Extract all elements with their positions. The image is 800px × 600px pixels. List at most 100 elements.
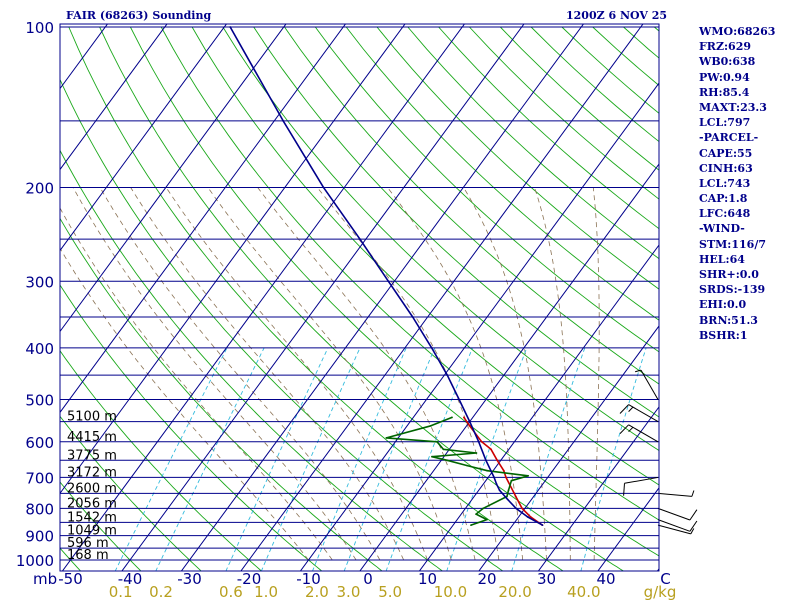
wind-barb-flag	[619, 404, 629, 414]
isotherm	[121, 24, 525, 571]
stat-item: EHI:0.0	[699, 298, 747, 312]
height-label: 596 m	[67, 536, 109, 551]
mixing-ratio-line	[155, 347, 265, 571]
mixing-ratio-line	[580, 347, 647, 571]
temperature-tick-label: -50	[58, 570, 83, 588]
series-point	[468, 420, 471, 423]
series-point	[458, 398, 461, 401]
height-label: 5100 m	[67, 410, 117, 425]
isotherm	[60, 24, 347, 414]
series-point	[496, 459, 499, 462]
stat-item: SHR+:0.0	[699, 268, 759, 281]
isotherm	[537, 406, 659, 571]
isotherm	[240, 24, 644, 571]
mixing-ratio-tick-label: 0.2	[149, 583, 173, 600]
mixing-ratio-tick-label: 40.0	[567, 583, 600, 600]
stat-item: STM:116/7	[699, 237, 766, 251]
wind-barb-half-flag	[634, 369, 642, 373]
pressure-tick-label: 700	[25, 469, 54, 487]
mixing-ratio-tick-label: 10.0	[434, 583, 467, 600]
moist-adiabat	[72, 187, 357, 561]
pressure-tick-label: 600	[25, 434, 54, 452]
wind-barb-staff	[624, 476, 659, 484]
series-point	[482, 507, 485, 510]
series-point	[502, 469, 505, 472]
dry-adiabat	[60, 415, 202, 571]
stat-item: WMO:68263	[699, 25, 776, 38]
isotherm	[60, 24, 168, 171]
dry-adiabat	[284, 26, 659, 385]
wind-barb-flag	[623, 483, 625, 496]
series-point	[359, 238, 361, 241]
pressure-tick-label: 500	[25, 392, 54, 410]
wind-barb-half-flag	[628, 406, 634, 412]
wind-barb-staff	[657, 492, 692, 497]
height-label: 1049 m	[67, 524, 117, 539]
series-point	[466, 464, 469, 467]
pressure-tick-label: 900	[25, 528, 54, 546]
height-label: 168 m	[67, 548, 109, 563]
height-label: 2600 m	[67, 481, 117, 496]
stat-item: MAXT:23.3	[699, 100, 767, 114]
pressure-unit-label: mb	[33, 570, 57, 588]
dry-adiabat	[314, 26, 659, 353]
pressure-tick-label: 100	[25, 19, 54, 37]
dry-adiabat	[60, 284, 323, 571]
series-point	[430, 347, 433, 349]
temperature-tick-label: -30	[177, 570, 202, 588]
series-point	[451, 416, 453, 419]
dry-adiabat	[345, 26, 659, 321]
dry-adiabat	[68, 26, 564, 571]
mixing-ratio-tick-label: 0.6	[219, 583, 243, 600]
series-point	[486, 469, 489, 472]
wind-barb-half-flag	[628, 426, 634, 433]
pressure-tick-label: 1000	[16, 552, 54, 570]
dry-adiabat	[222, 26, 659, 452]
stats-panel: WMO:68263 FRZ:629 WB0:638 PW:0.94 RH:85.4 MAX…	[699, 24, 775, 343]
dry-adiabat	[253, 26, 659, 418]
dry-adiabat	[376, 26, 659, 290]
temperature-tick-label: 40	[596, 570, 615, 588]
wind-barb	[657, 507, 698, 521]
series-point	[431, 455, 433, 458]
stat-item: HEL:64	[699, 252, 745, 266]
pressure-tick-label: 300	[25, 273, 54, 291]
mixing-ratio-unit-label: g/kg	[644, 583, 677, 600]
mixing-ratio-line	[446, 347, 528, 571]
stat-item: CAPE:55	[699, 146, 753, 160]
dry-adiabat	[60, 481, 142, 571]
isotherm	[60, 24, 287, 333]
isotherm	[299, 82, 659, 571]
wind-barb-staff	[628, 404, 659, 423]
series-point	[527, 474, 529, 477]
wind-barb	[619, 404, 659, 423]
mixing-ratio-line	[385, 347, 473, 571]
height-label: 3172 m	[67, 465, 117, 480]
dry-adiabat	[60, 349, 263, 571]
mixing-ratio-line	[114, 347, 228, 571]
dry-adiabat	[778, 27, 800, 571]
temperature-tick-label: 10	[418, 570, 437, 588]
dry-adiabat	[60, 149, 444, 571]
temperature-tick-label: -20	[237, 570, 262, 588]
mixing-ratio-tick-label: 20.0	[498, 583, 531, 600]
series-point	[498, 489, 501, 492]
wind-barb-half-flag	[691, 490, 695, 497]
isotherm	[60, 24, 228, 252]
mixing-ratio-tick-label: 2.0	[305, 583, 329, 600]
series-point	[493, 476, 495, 479]
mixing-ratio-line	[343, 347, 436, 571]
valid-time: 1200Z 6 NOV 25	[566, 9, 668, 22]
pressure-tick-label: 200	[25, 179, 54, 197]
wind-barb	[619, 424, 659, 443]
mixing-ratio-line	[260, 347, 361, 571]
series-point	[229, 26, 232, 28]
stat-item: PW:0.94	[699, 70, 750, 84]
stat-item: LCL:797	[699, 116, 751, 130]
series-line	[229, 26, 543, 526]
stat-item: -PARCEL-	[699, 131, 759, 145]
wind-barb	[657, 524, 695, 535]
pressure-tick-label: 400	[25, 340, 54, 358]
series-point	[475, 513, 477, 515]
dry-adiabat	[129, 26, 659, 557]
